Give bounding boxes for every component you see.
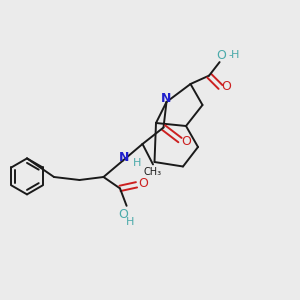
Text: O: O <box>138 177 148 190</box>
Text: CH₃: CH₃ <box>143 167 161 177</box>
Text: O: O <box>182 135 191 148</box>
Text: N: N <box>161 92 172 105</box>
Text: O: O <box>118 208 128 221</box>
Text: N: N <box>119 151 130 164</box>
Text: -: - <box>228 50 232 61</box>
Text: O: O <box>221 80 231 94</box>
Text: H: H <box>133 158 142 168</box>
Text: H: H <box>125 217 134 227</box>
Text: H: H <box>231 50 239 61</box>
Text: O: O <box>216 49 226 62</box>
